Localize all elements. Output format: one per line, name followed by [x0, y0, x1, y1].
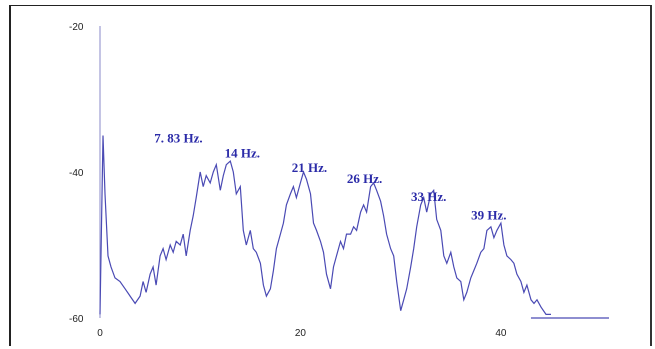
- y-tick-label: -20: [69, 22, 84, 33]
- peak-annotation-label: 39 Hz.: [471, 207, 506, 222]
- x-tick-label: 40: [495, 328, 507, 339]
- y-tick-label: -60: [69, 314, 84, 325]
- peak-annotation-label: 33 Hz.: [411, 189, 446, 204]
- peak-annotation-label: 14 Hz.: [225, 145, 260, 160]
- peak-annotation-label: 21 Hz.: [292, 160, 327, 175]
- peak-annotation-label: 7. 83 Hz.: [154, 131, 202, 146]
- x-tick-label: 20: [295, 328, 307, 339]
- peak-annotations: 7. 83 Hz. 14 Hz. 21 Hz. 26 Hz. 33 Hz. 39 Hz.: [154, 131, 506, 223]
- tick-labels: -20 -40 -60 0 20 40: [69, 22, 507, 339]
- y-tick-label: -40: [69, 168, 84, 179]
- spectrum-chart: -20 -40 -60 0 20 40 7. 83 Hz. 14 Hz. 21 Hz. 26 H…: [69, 22, 609, 339]
- spectrum-series-line: [99, 135, 551, 315]
- peak-annotation-label: 26 Hz.: [347, 171, 382, 186]
- axes: [99, 26, 609, 319]
- x-tick-label: 0: [97, 328, 103, 339]
- chart-frame: -20 -40 -60 0 20 40 7. 83 Hz. 14 Hz. 21 Hz. 26 H…: [9, 5, 652, 346]
